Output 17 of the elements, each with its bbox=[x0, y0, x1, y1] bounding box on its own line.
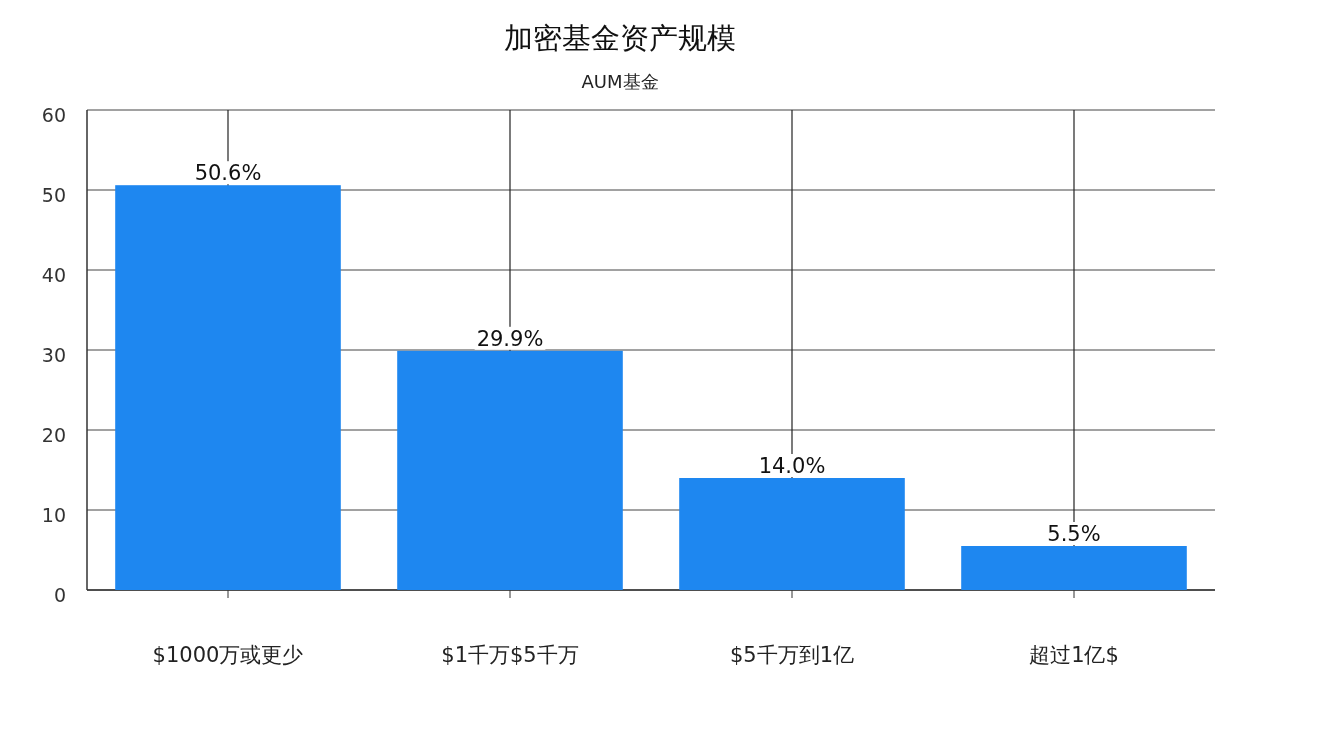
chart-title: 加密基金资产规模 bbox=[504, 21, 736, 55]
y-tick-label: 30 bbox=[41, 344, 66, 366]
data-label: 29.9% bbox=[476, 326, 544, 351]
y-tick-label: 0 bbox=[53, 584, 66, 606]
data-label: 50.6% bbox=[194, 161, 262, 186]
y-tick-label: 10 bbox=[41, 504, 66, 526]
x-tick-label: $1千万$5千万 bbox=[441, 643, 579, 667]
x-tick-label: $5千万到1亿 bbox=[729, 643, 855, 667]
data-label: 14.0% bbox=[758, 454, 826, 478]
y-tick-label: 20 bbox=[41, 424, 66, 446]
y-tick-label: 60 bbox=[41, 104, 66, 126]
chart-subtitle: AUM基金 bbox=[581, 71, 659, 92]
y-tick-label: 50 bbox=[41, 184, 66, 206]
y-tick-label: 40 bbox=[41, 264, 66, 286]
x-tick-label: 超过1亿$ bbox=[1029, 643, 1119, 667]
x-tick-label: $1000万或更少 bbox=[152, 643, 304, 667]
data-label: 5.5% bbox=[1047, 522, 1101, 546]
